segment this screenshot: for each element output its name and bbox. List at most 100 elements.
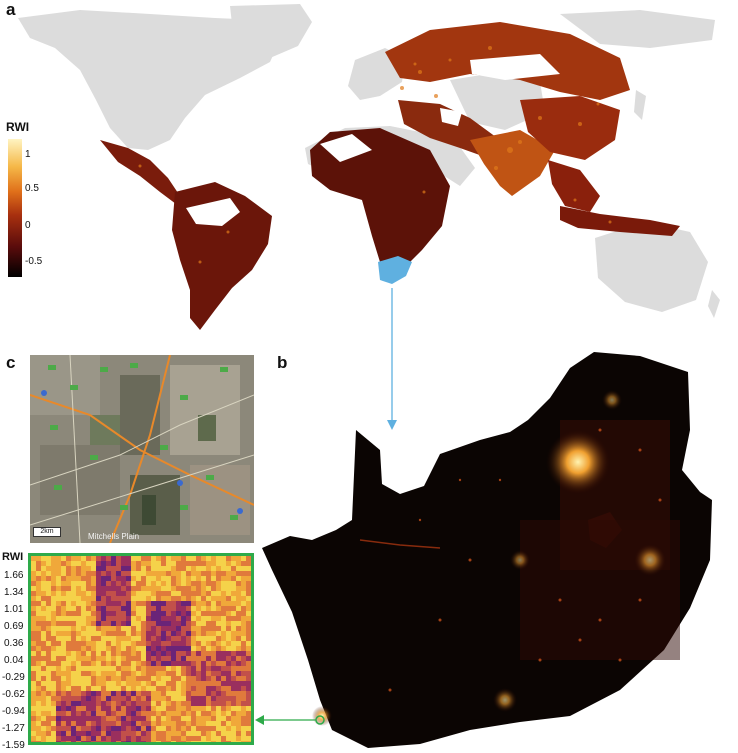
grid-cell <box>161 581 166 586</box>
grid-cell <box>151 741 156 742</box>
grid-cell <box>141 581 146 586</box>
grid-cell <box>206 626 211 631</box>
grid-cell <box>151 646 156 651</box>
grid-cell <box>176 651 181 656</box>
grid-cell <box>56 666 61 671</box>
grid-cell <box>31 611 36 616</box>
grid-cell <box>171 616 176 621</box>
grid-cell <box>241 691 246 696</box>
grid-cell <box>46 591 51 596</box>
grid-cell <box>116 636 121 641</box>
grid-cell <box>246 621 251 626</box>
grid-cell <box>166 741 171 742</box>
grid-cell <box>221 586 226 591</box>
grid-cell <box>91 566 96 571</box>
grid-legend-tick: 0.04 <box>4 655 24 666</box>
grid-cell <box>66 571 71 576</box>
grid-cell <box>206 616 211 621</box>
grid-cell <box>41 651 46 656</box>
grid-cell <box>36 566 41 571</box>
grid-cell <box>101 686 106 691</box>
grid-cell <box>206 636 211 641</box>
grid-cell <box>36 656 41 661</box>
grid-cell <box>141 611 146 616</box>
grid-cell <box>201 576 206 581</box>
grid-cell <box>236 741 241 742</box>
grid-cell <box>116 711 121 716</box>
grid-cell <box>156 601 161 606</box>
grid-cell <box>81 556 86 561</box>
grid-cell <box>136 656 141 661</box>
grid-cell <box>246 721 251 726</box>
grid-cell <box>191 686 196 691</box>
grid-cell <box>181 581 186 586</box>
grid-cell <box>156 721 161 726</box>
grid-cell <box>131 641 136 646</box>
grid-cell <box>186 656 191 661</box>
grid-cell <box>121 646 126 651</box>
grid-cell <box>216 716 221 721</box>
grid-cell <box>106 701 111 706</box>
grid-cell <box>36 601 41 606</box>
grid-cell <box>246 656 251 661</box>
grid-cell <box>66 671 71 676</box>
grid-cell <box>91 591 96 596</box>
grid-cell <box>136 681 141 686</box>
grid-cell <box>116 586 121 591</box>
grid-cell <box>56 736 61 741</box>
grid-cell <box>101 691 106 696</box>
grid-cell <box>71 641 76 646</box>
grid-cell <box>101 736 106 741</box>
grid-cell <box>96 626 101 631</box>
grid-cell <box>101 581 106 586</box>
grid-cell <box>41 706 46 711</box>
grid-cell <box>71 601 76 606</box>
grid-cell <box>81 731 86 736</box>
grid-cell <box>206 656 211 661</box>
grid-cell <box>56 571 61 576</box>
grid-cell <box>141 621 146 626</box>
grid-cell <box>86 631 91 636</box>
grid-cell <box>171 741 176 742</box>
grid-cell <box>136 596 141 601</box>
grid-cell <box>61 571 66 576</box>
grid-cell <box>241 706 246 711</box>
world-map <box>18 4 720 330</box>
grid-cell <box>201 736 206 741</box>
grid-cell <box>116 631 121 636</box>
grid-cell <box>76 726 81 731</box>
grid-cell <box>241 661 246 666</box>
grid-cell <box>141 561 146 566</box>
grid-cell <box>186 631 191 636</box>
grid-cell <box>41 656 46 661</box>
grid-cell <box>46 661 51 666</box>
grid-cell <box>111 646 116 651</box>
grid-cell <box>141 571 146 576</box>
grid-cell <box>176 646 181 651</box>
grid-cell <box>151 736 156 741</box>
grid-cell <box>151 676 156 681</box>
grid-cell <box>81 681 86 686</box>
grid-cell <box>136 606 141 611</box>
grid-cell <box>66 726 71 731</box>
grid-cell <box>36 661 41 666</box>
grid-cell <box>241 611 246 616</box>
grid-cell <box>136 626 141 631</box>
grid-cell <box>231 661 236 666</box>
grid-cell <box>111 636 116 641</box>
grid-cell <box>56 721 61 726</box>
grid-cell <box>121 556 126 561</box>
grid-cell <box>61 741 66 742</box>
grid-cell <box>36 591 41 596</box>
grid-cell <box>176 561 181 566</box>
grid-cell <box>61 601 66 606</box>
grid-cell <box>81 606 86 611</box>
grid-cell <box>71 706 76 711</box>
grid-cell <box>56 606 61 611</box>
grid-cell <box>46 566 51 571</box>
grid-cell <box>236 581 241 586</box>
grid-cell <box>131 706 136 711</box>
grid-cell <box>146 666 151 671</box>
grid-cell <box>91 736 96 741</box>
grid-cell <box>161 561 166 566</box>
